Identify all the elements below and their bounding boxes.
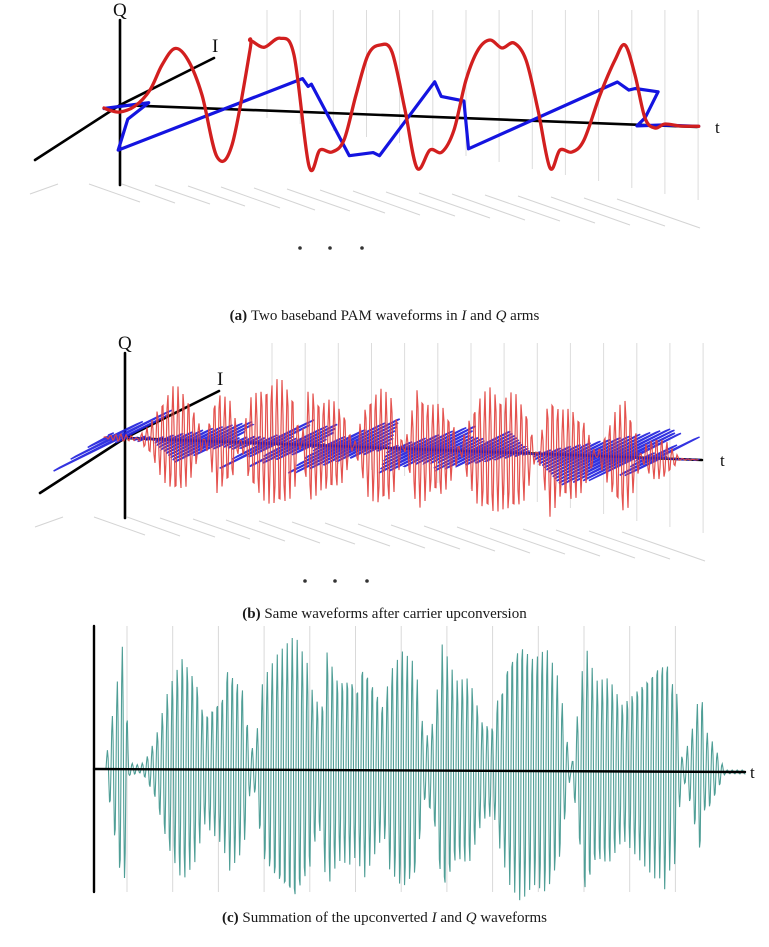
- svg-text:I: I: [212, 36, 218, 57]
- svg-text:t: t: [720, 451, 725, 470]
- svg-text:Q: Q: [118, 333, 132, 354]
- svg-text:Q: Q: [113, 0, 127, 21]
- svg-text:t: t: [715, 118, 720, 137]
- svg-text:I: I: [217, 369, 223, 390]
- svg-text:t: t: [750, 763, 755, 782]
